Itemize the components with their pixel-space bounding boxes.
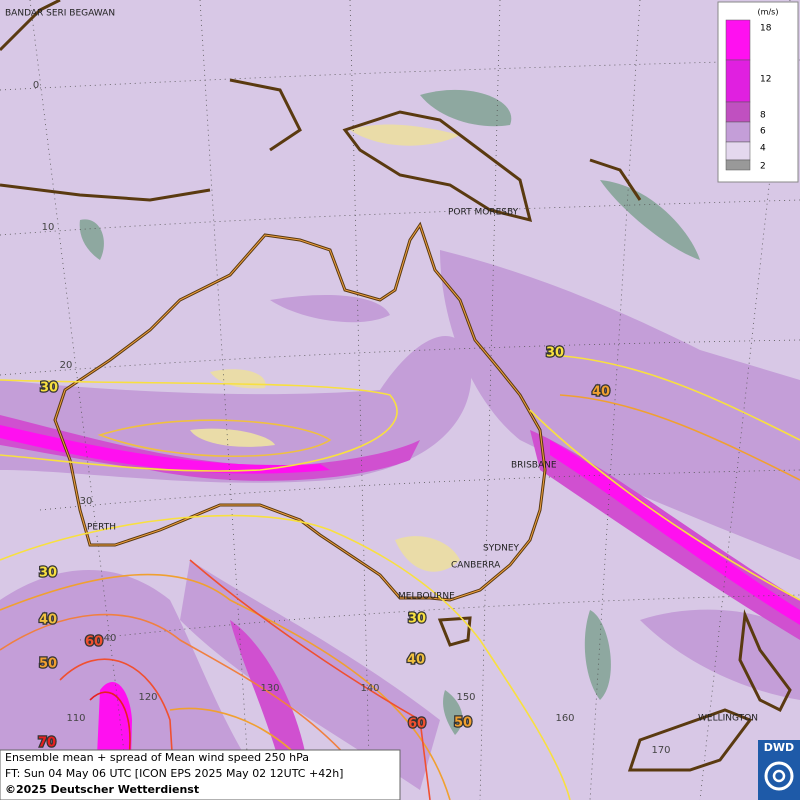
- contour-label: 30: [39, 566, 57, 581]
- city-label: BANDAR SERI BEGAWAN: [5, 9, 115, 19]
- jet-cores: [0, 415, 800, 800]
- legend-level: 4: [760, 144, 766, 154]
- city-label: BRISBANE: [511, 461, 557, 471]
- longitude-label: 170: [651, 745, 670, 756]
- city-label: SYDNEY: [483, 544, 520, 554]
- contour-label: 40: [592, 385, 610, 400]
- city-label: PORT MORESBY: [448, 208, 519, 218]
- legend-level: 6: [760, 127, 766, 137]
- contour-label: 70: [38, 736, 56, 751]
- legend-level: 8: [760, 111, 766, 121]
- contour-label: 30: [40, 381, 58, 396]
- longitude-label: 110: [66, 713, 85, 724]
- legend-level: 12: [760, 75, 771, 85]
- city-label: CANBERRA: [451, 561, 501, 571]
- footer: Ensemble mean + spread of Mean wind spee…: [0, 749, 401, 801]
- legend: (m/s) 18 12 8 6 4 2: [717, 1, 799, 183]
- legend-swatch: [725, 19, 751, 61]
- footer-line: Ensemble mean + spread of Mean wind spee…: [5, 751, 309, 764]
- legend-swatch: [725, 59, 751, 103]
- contour-label: 50: [454, 716, 472, 731]
- contour-label: 30: [546, 346, 564, 361]
- latitude-label: 10: [42, 222, 55, 233]
- contour-label: 30: [408, 612, 426, 627]
- latitude-label: 30: [80, 496, 93, 507]
- latitude-label: 20: [60, 360, 73, 371]
- footer-box: [0, 749, 401, 801]
- footer-line: ©2025 Deutscher Wetterdienst: [5, 783, 199, 796]
- legend-unit: (m/s): [758, 8, 779, 17]
- latitude-label: 0: [33, 80, 39, 91]
- legend-swatch: [725, 101, 751, 123]
- coastlines: [0, 0, 792, 772]
- legend-level: 18: [760, 24, 772, 34]
- terrain: [79, 89, 700, 735]
- contour-label: 40: [39, 613, 57, 628]
- city-label: PERTH: [87, 523, 116, 533]
- logo-text: DWD: [764, 741, 794, 754]
- footer-line: FT: Sun 04 May 06 UTC [ICON EPS 2025 May…: [5, 767, 343, 780]
- legend-level: 2: [760, 162, 766, 172]
- latitude-label: 40: [104, 633, 117, 644]
- logo-icon: [772, 769, 786, 783]
- longitude-label: 140: [360, 683, 379, 694]
- contour-label: 50: [39, 657, 57, 672]
- city-label: WELLINGTON: [698, 714, 758, 724]
- longitude-label: 160: [555, 713, 574, 724]
- city-label: MELBOURNE: [398, 592, 455, 602]
- contours: [0, 354, 800, 801]
- legend-swatch: [725, 121, 751, 143]
- logo: DWD: [758, 740, 800, 800]
- legend-swatch: [725, 141, 751, 161]
- contour-label: 60: [408, 717, 426, 732]
- longitude-label: 150: [456, 692, 475, 703]
- longitude-label: 120: [138, 692, 157, 703]
- legend-swatch: [725, 159, 751, 171]
- longitude-label: 130: [260, 683, 279, 694]
- contour-label: 60: [85, 635, 103, 650]
- contour-label: 40: [407, 653, 425, 668]
- logo-icon: [764, 761, 794, 791]
- terrain-highlands: [190, 124, 460, 572]
